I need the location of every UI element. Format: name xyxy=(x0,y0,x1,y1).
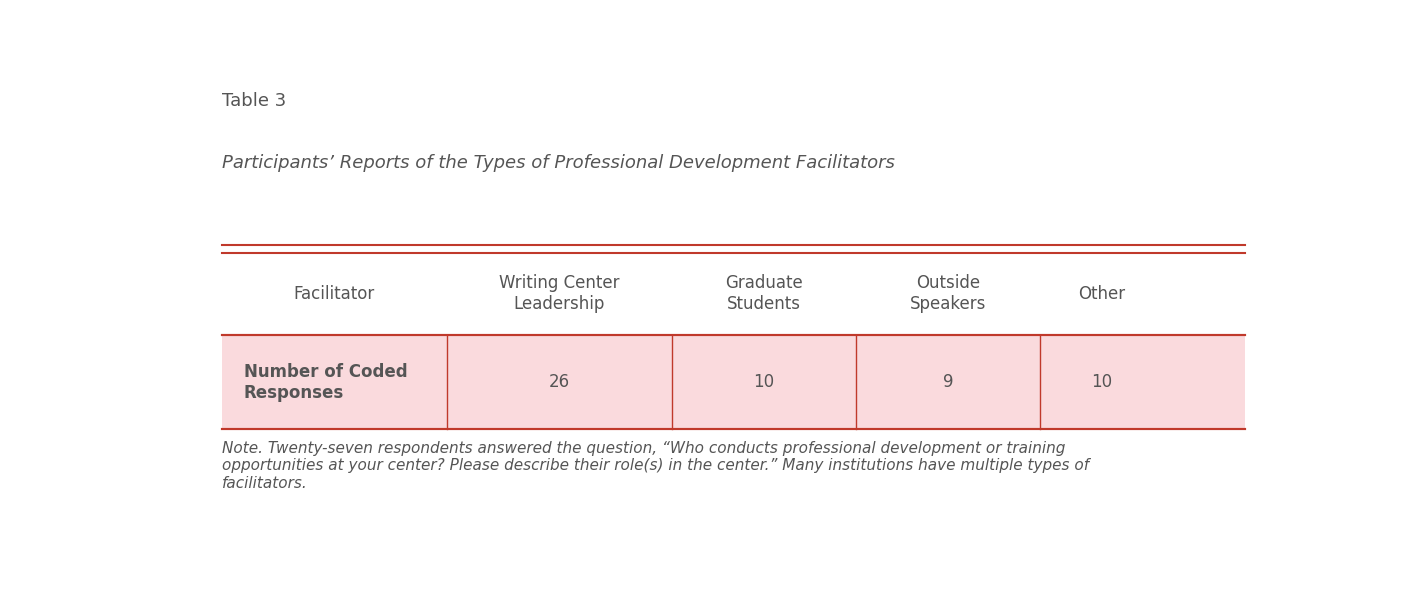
Text: 10: 10 xyxy=(1091,373,1112,391)
Text: Table 3: Table 3 xyxy=(222,92,285,110)
Text: 9: 9 xyxy=(943,373,953,391)
Text: Note. Twenty-seven respondents answered the question, “Who conducts professional: Note. Twenty-seven respondents answered … xyxy=(222,441,1089,491)
Bar xyxy=(222,335,1245,429)
Text: Participants’ Reports of the Types of Professional Development Facilitators: Participants’ Reports of the Types of Pr… xyxy=(222,154,895,171)
Text: Writing Center
Leadership: Writing Center Leadership xyxy=(498,274,619,313)
Text: Graduate
Students: Graduate Students xyxy=(726,274,802,313)
Text: Outside
Speakers: Outside Speakers xyxy=(910,274,987,313)
Text: Facilitator: Facilitator xyxy=(294,285,375,303)
Text: 26: 26 xyxy=(548,373,569,391)
Text: Number of Coded
Responses: Number of Coded Responses xyxy=(244,363,408,401)
Text: Other: Other xyxy=(1078,285,1125,303)
Text: 10: 10 xyxy=(754,373,774,391)
